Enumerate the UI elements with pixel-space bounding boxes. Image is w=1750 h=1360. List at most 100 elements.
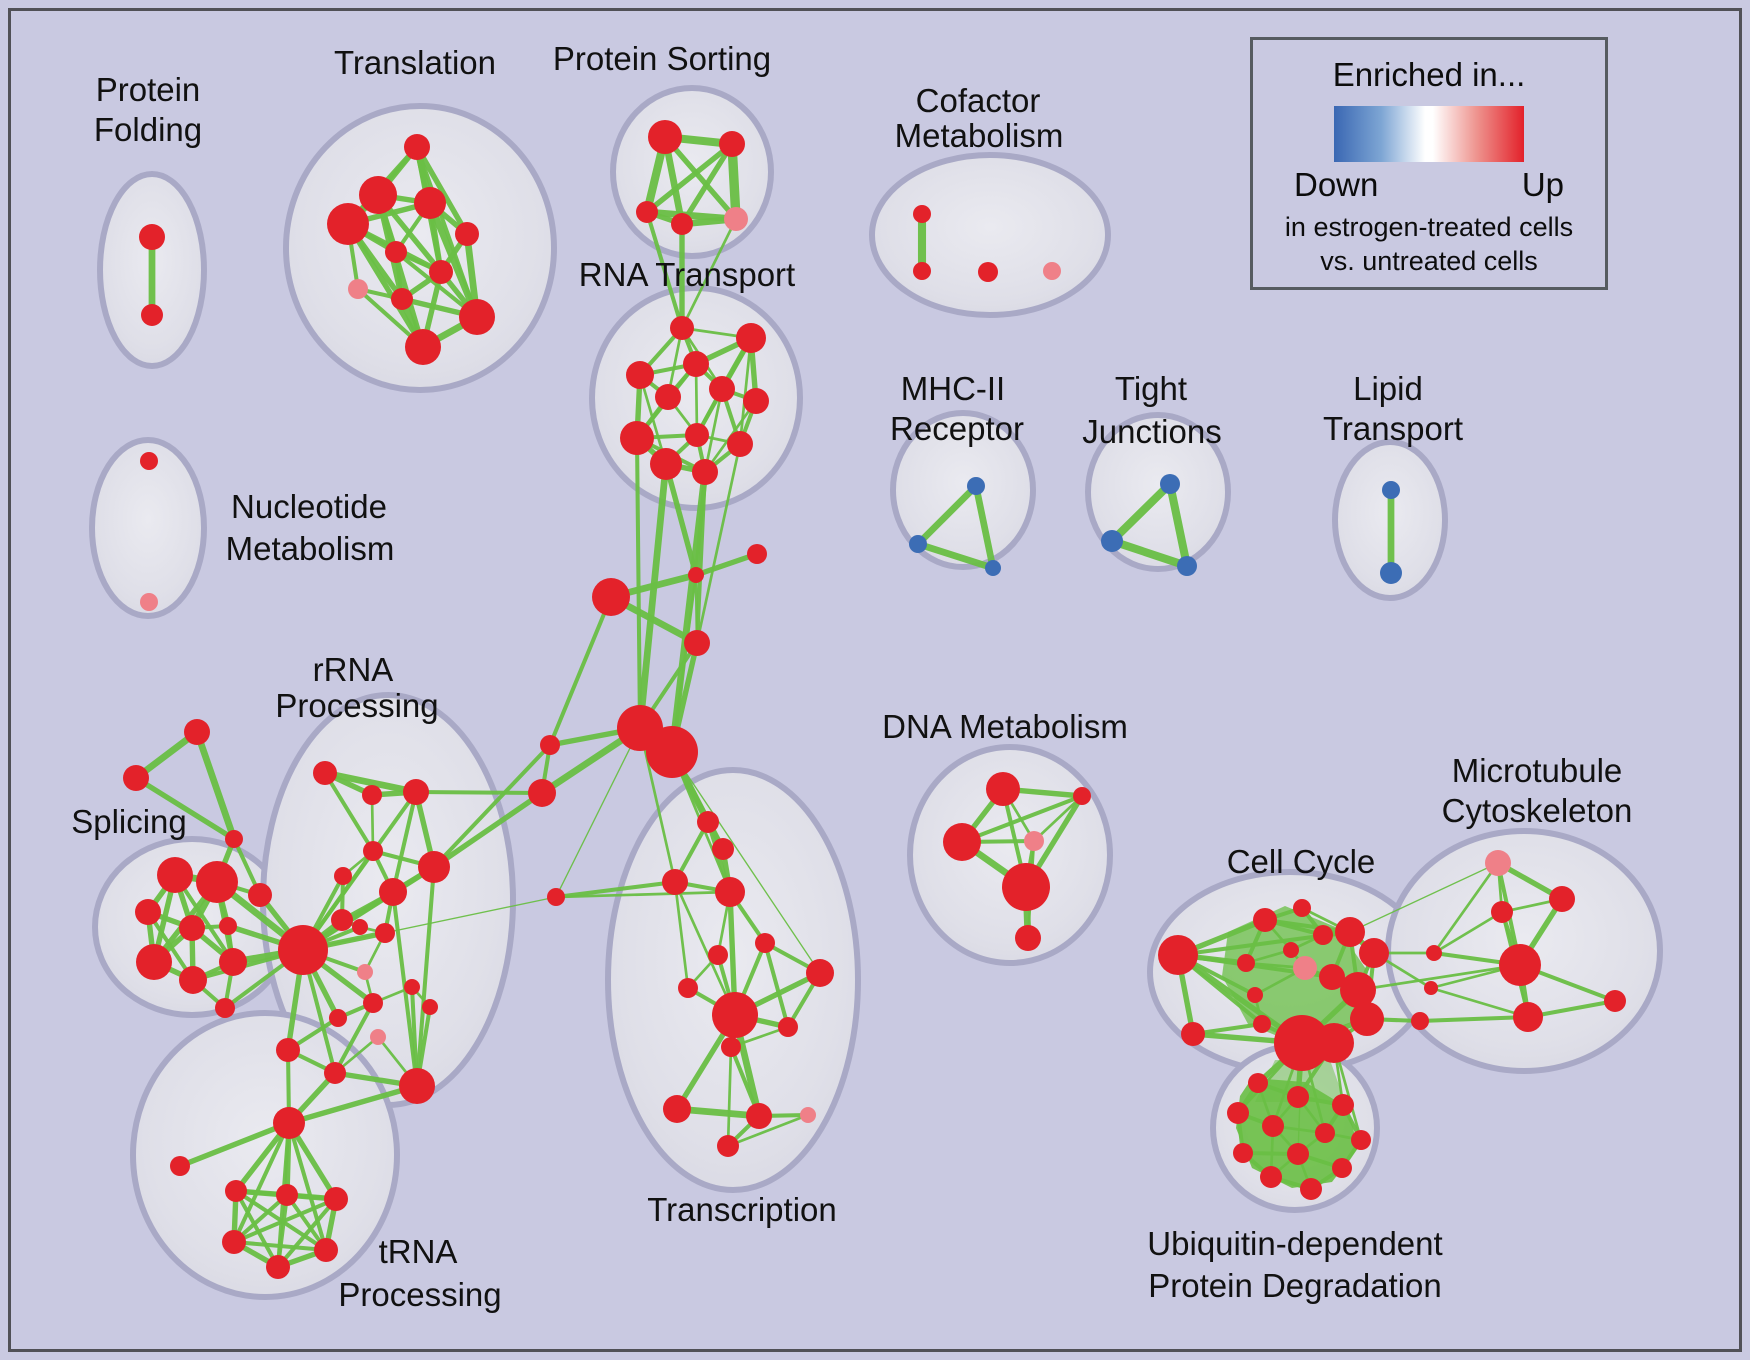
gene-set-node [225,830,243,848]
gene-set-node [646,726,698,778]
gene-set-node [324,1187,348,1211]
gene-set-node [1485,850,1511,876]
gene-set-node [219,917,237,935]
gene-set-node [721,1037,741,1057]
gene-set-node [179,915,205,941]
gene-set-node [715,877,745,907]
gene-set-node [985,560,1001,576]
edge [729,1025,790,1049]
gene-set-node [913,262,931,280]
edge [322,770,376,854]
gene-set-node [352,919,368,935]
gene-set-node [662,869,688,895]
edge [275,1192,290,1270]
gene-set-node [314,1238,338,1262]
gene-set-node [778,1017,798,1037]
gene-set-node [727,431,753,457]
gene-set-node [1315,1123,1335,1143]
gene-set-node [663,1095,691,1123]
gene-set-node [1513,1002,1543,1032]
gene-set-node [375,923,395,943]
cluster-ellipse-mhc-ii-receptor [890,410,1036,570]
gene-set-node [135,899,161,925]
edge [671,751,821,974]
edge [1432,910,1504,955]
gene-set-node [1181,1022,1205,1046]
edge [413,789,545,796]
cluster-label-cofactor-metabolism: Cofactor [916,82,1041,119]
gene-set-node [1314,1023,1354,1063]
cluster-label-tight-junctions: Junctions [1082,413,1221,450]
gene-set-node [157,857,193,893]
gene-set-node [1253,908,1277,932]
gene-set-node [724,207,748,231]
gene-set-node [414,187,446,219]
gene-set-node [978,262,998,282]
legend-down-label: Down [1294,166,1379,203]
edge [662,134,739,222]
gene-set-node [620,421,654,455]
gene-set-node [1262,1115,1284,1137]
gene-set-node [1247,987,1263,1003]
gene-set-node [273,1107,305,1139]
gene-set-node [743,388,769,414]
gene-set-node [1287,1086,1309,1108]
gene-set-node [404,134,430,160]
cluster-label-protein-folding: Protein [96,71,201,108]
gene-set-node [540,735,560,755]
edge [177,1120,292,1169]
gene-set-node [755,933,775,953]
edge [300,789,419,953]
gene-set-node [1227,1102,1249,1124]
gene-set-node [655,384,681,410]
gene-set-node [429,260,453,284]
cluster-label-lipid-transport: Transport [1323,410,1463,447]
gene-set-node [712,838,734,860]
gene-set-node [219,948,247,976]
edge [703,387,724,474]
gene-set-node [1499,944,1541,986]
edge [1417,1014,1531,1024]
gene-set-node [1350,1002,1384,1036]
gene-set-node [692,459,718,485]
gene-set-node [1253,1015,1271,1033]
legend-gradient-bar [1334,106,1524,162]
gene-set-node [278,925,328,975]
gene-set-node [1274,1015,1330,1071]
edge [634,435,643,731]
gene-set-node [1604,990,1626,1012]
gene-set-node [719,131,745,157]
cluster-label-trna-processing: tRNA [379,1233,458,1270]
cluster-ellipse-dna-metabolism [907,744,1113,966]
gene-set-node [736,323,766,353]
gene-set-node [329,1009,347,1027]
gene-set-node [1426,945,1442,961]
gene-set-node [1411,1012,1429,1030]
gene-set-node [1332,1094,1354,1116]
gene-set-node [418,851,450,883]
gene-set-node [697,811,719,833]
cluster-label-lipid-transport: Lipid [1353,370,1423,407]
cluster-label-splicing: Splicing [71,803,187,840]
gene-set-node [1024,831,1044,851]
edge [673,880,737,1017]
edge [431,742,553,870]
gene-set-node [266,1255,290,1279]
cluster-ellipse-cofactor-metabolism [869,152,1111,318]
cluster-label-dna-metabolism: DNA Metabolism [882,708,1128,745]
cluster-label-rna-transport: RNA Transport [579,256,795,293]
gene-set-node [136,944,172,980]
gene-set-node [405,329,441,365]
gene-set-node [140,452,158,470]
edge [638,726,677,884]
gene-set-node [324,1062,346,1084]
gene-set-node [170,1156,190,1176]
edge [663,461,699,578]
gene-set-node [359,176,397,214]
edge [1356,963,1522,992]
edge [233,1188,281,1270]
gene-set-node [1015,925,1041,951]
edge [636,460,670,732]
gene-set-node [276,1184,298,1206]
